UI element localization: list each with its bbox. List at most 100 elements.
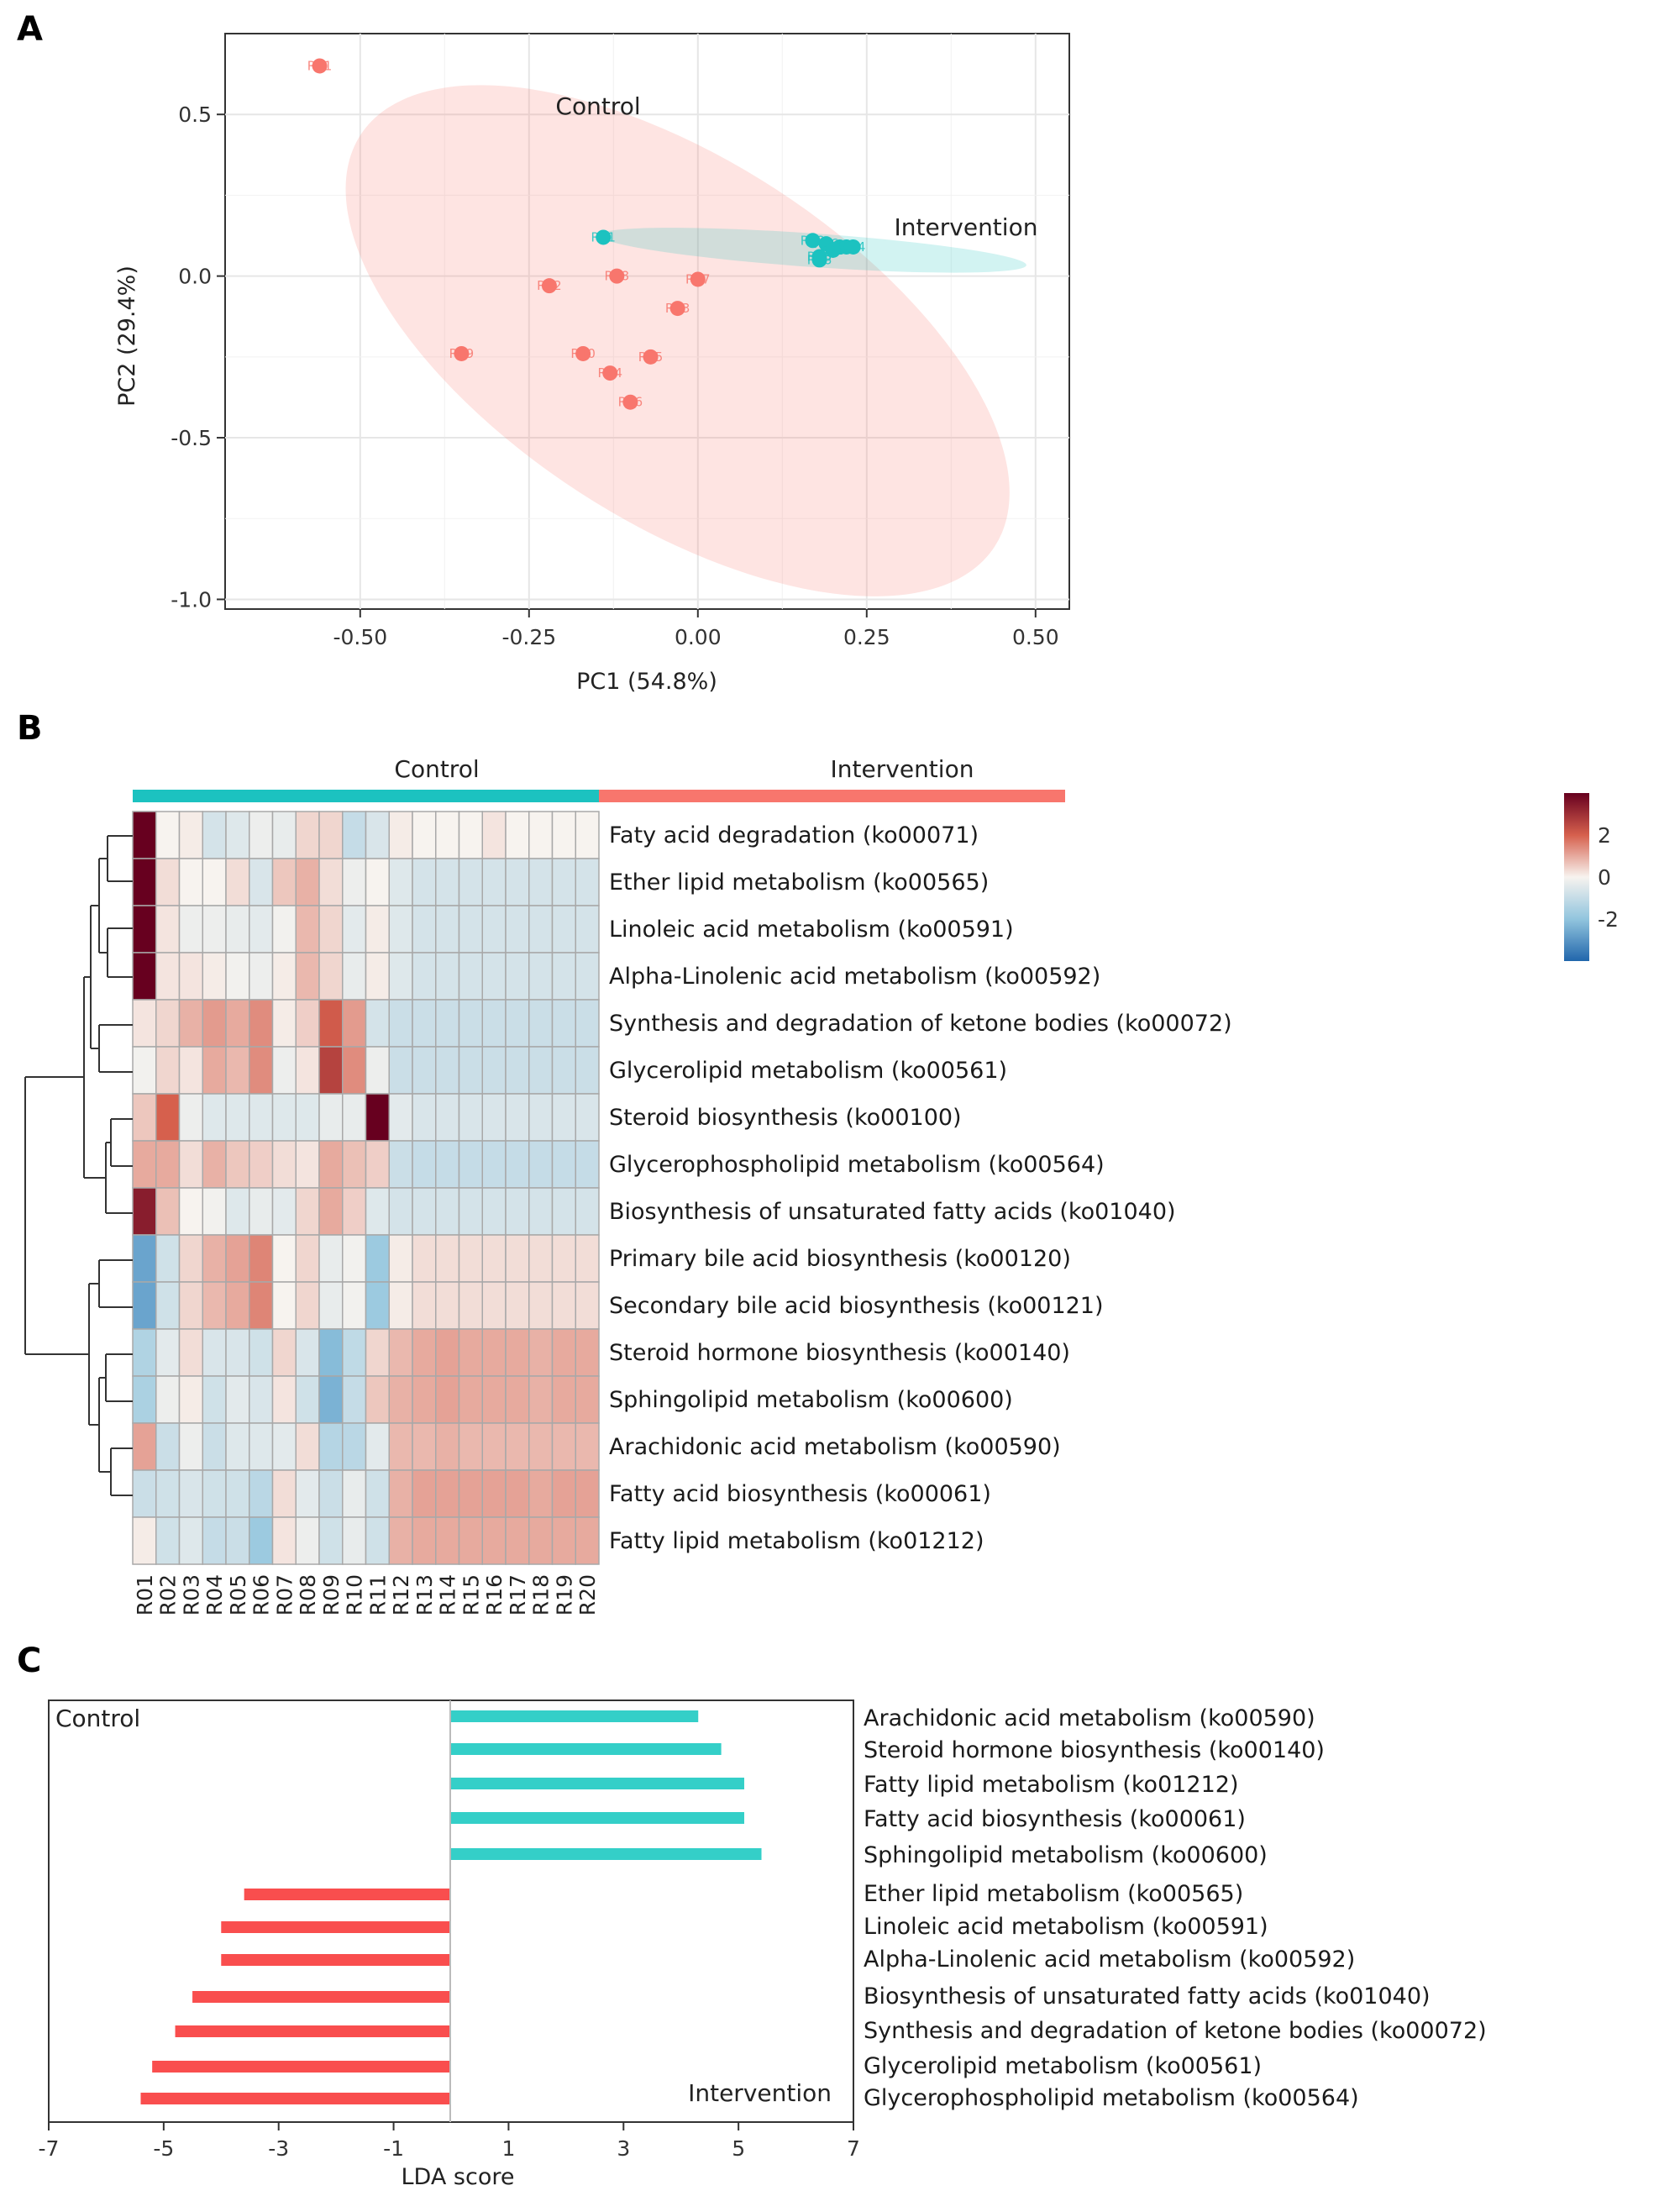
heatmap-row-label-12: Steroid hormone biosynthesis (ko00140): [609, 1340, 1070, 1366]
heatmap-cell-r5-c10: [342, 999, 367, 1048]
heatmap-column-label-R15: R15: [459, 1574, 483, 1615]
dendro-leaves-b: [99, 1024, 133, 1214]
heatmap-cell-r13-c18: [528, 1375, 554, 1424]
heatmap-cell-r14-c4: [202, 1422, 227, 1471]
heatmap-cell-r1-c3: [178, 811, 203, 859]
heatmap-cell-r11-c5: [225, 1281, 250, 1330]
heatmap-cell-r15-c17: [505, 1469, 530, 1518]
heatmap-cell-r5-c2: [155, 999, 181, 1048]
heatmap-cell-r10-c4: [202, 1234, 227, 1283]
heatmap-cell-r9-c9: [318, 1187, 344, 1236]
heatmap-cell-r3-c12: [388, 905, 413, 954]
lda-bar-2: [451, 1743, 722, 1755]
heatmap-cell-r6-c12: [388, 1046, 413, 1095]
heatmap-cell-r8-c17: [505, 1140, 530, 1189]
lda-x-tick-label-3: -1: [383, 2136, 404, 2161]
heatmap-cell-r1-c16: [481, 811, 507, 859]
heatmap-column-label-R20: R20: [575, 1574, 600, 1615]
heatmap-cell-r2-c12: [388, 858, 413, 906]
heatmap-cell-r16-c7: [271, 1516, 297, 1565]
heatmap-cell-r12-c2: [155, 1328, 181, 1377]
heatmap-cell-r3-c5: [225, 905, 250, 954]
pca-point-label-R08: R08: [605, 269, 630, 284]
pca-point-R12: [805, 233, 821, 249]
pca-x-ticks: -0.50 -0.25 0.00 0.25 0.50: [333, 609, 1059, 649]
heatmap-cell-r6-c6: [249, 1046, 274, 1095]
heatmap-cell-r9-c20: [575, 1187, 600, 1236]
heatmap-cell-r9-c19: [551, 1187, 576, 1236]
lda-category-label-12: Glycerophospholipid metabolism (ko00564): [864, 2085, 1359, 2111]
heatmap-cell-r7-c19: [551, 1093, 576, 1142]
heatmap-cell-r3-c7: [271, 905, 297, 954]
heatmap-cell-r13-c9: [318, 1375, 344, 1424]
heatmap-cell-r6-c9: [318, 1046, 344, 1095]
pca-point-R20: [825, 242, 841, 258]
heatmap-cell-r13-c20: [575, 1375, 600, 1424]
pca-point-label-R18: R18: [807, 252, 832, 267]
heatmap-cell-r3-c9: [318, 905, 344, 954]
dendro-root: [24, 1076, 99, 1426]
pca-x-tick-label-2: 0.00: [675, 625, 722, 649]
lda-category-label-3: Fatty lipid metabolism (ko01212): [864, 1772, 1239, 1798]
heatmap-cell-r11-c4: [202, 1281, 227, 1330]
heatmap-legend-tick-label-0: 2: [1598, 823, 1611, 848]
heatmap-cell-r7-c18: [528, 1093, 554, 1142]
heatmap-cell-r13-c11: [365, 1375, 390, 1424]
heatmap-cell-r15-c2: [155, 1469, 181, 1518]
pca-point-label-R03: R03: [665, 301, 690, 316]
lda-bar-3: [451, 1778, 744, 1789]
heatmap-row-label-10: Primary bile acid biosynthesis (ko00120): [609, 1246, 1071, 1272]
heatmap-cell-r4-c16: [481, 952, 507, 1001]
pca-point-R10: [575, 345, 591, 361]
heatmap-legend-gradient: [1564, 793, 1589, 961]
heatmap-column-label-R11: R11: [365, 1574, 390, 1615]
heatmap-cell-r11-c15: [458, 1281, 483, 1330]
heatmap-cell-r9-c13: [412, 1187, 437, 1236]
heatmap-cell-r15-c4: [202, 1469, 227, 1518]
heatmap-cell-r15-c10: [342, 1469, 367, 1518]
heatmap-cell-r4-c20: [575, 952, 600, 1001]
heatmap-cell-r7-c9: [318, 1093, 344, 1142]
heatmap-cell-r2-c20: [575, 858, 600, 906]
heatmap-cell-r7-c10: [342, 1093, 367, 1142]
heatmap-cell-r6-c3: [178, 1046, 203, 1095]
heatmap-cell-r5-c7: [271, 999, 297, 1048]
heatmap-cell-r16-c9: [318, 1516, 344, 1565]
heatmap-cell-r1-c1: [132, 811, 157, 859]
heatmap-cell-r8-c13: [412, 1140, 437, 1189]
lda-x-tick-label-5: 3: [617, 2136, 630, 2161]
heatmap-cell-r14-c1: [132, 1422, 157, 1471]
heatmap-cell-r6-c13: [412, 1046, 437, 1095]
heatmap-cell-r5-c9: [318, 999, 344, 1048]
heatmap-cell-r2-c9: [318, 858, 344, 906]
heatmap-cell-r13-c10: [342, 1375, 367, 1424]
heatmap-cell-r9-c16: [481, 1187, 507, 1236]
heatmap-cell-r14-c8: [295, 1422, 320, 1471]
heatmap-cell-r6-c8: [295, 1046, 320, 1095]
heatmap-cell-r15-c20: [575, 1469, 600, 1518]
heatmap-group-label-control: Control: [394, 755, 479, 783]
heatmap-cell-r16-c1: [132, 1516, 157, 1565]
pca-point-R07: [690, 271, 706, 287]
heatmap-cell-r5-c4: [202, 999, 227, 1048]
heatmap-cell-r2-c7: [271, 858, 297, 906]
heatmap-cell-r16-c10: [342, 1516, 367, 1565]
heatmap-cell-r16-c2: [155, 1516, 181, 1565]
heatmap-cell-r14-c11: [365, 1422, 390, 1471]
heatmap-cell-r9-c8: [295, 1187, 320, 1236]
heatmap-cell-r4-c7: [271, 952, 297, 1001]
pca-point-R05: [643, 349, 659, 365]
lda-bar-7: [221, 1921, 451, 1933]
heatmap-cell-r16-c20: [575, 1516, 600, 1565]
lda-category-label-5: Sphingolipid metabolism (ko00600): [864, 1842, 1268, 1868]
heatmap-cell-r12-c8: [295, 1328, 320, 1377]
heatmap-cell-r5-c1: [132, 999, 157, 1048]
heatmap-cell-r14-c17: [505, 1422, 530, 1471]
heatmap-cell-r16-c18: [528, 1516, 554, 1565]
heatmap-cell-r8-c19: [551, 1140, 576, 1189]
heatmap-cell-r6-c5: [225, 1046, 250, 1095]
heatmap-cell-r11-c3: [178, 1281, 203, 1330]
heatmap-cell-r6-c4: [202, 1046, 227, 1095]
heatmap-cell-r6-c11: [365, 1046, 390, 1095]
heatmap-cell-r16-c5: [225, 1516, 250, 1565]
